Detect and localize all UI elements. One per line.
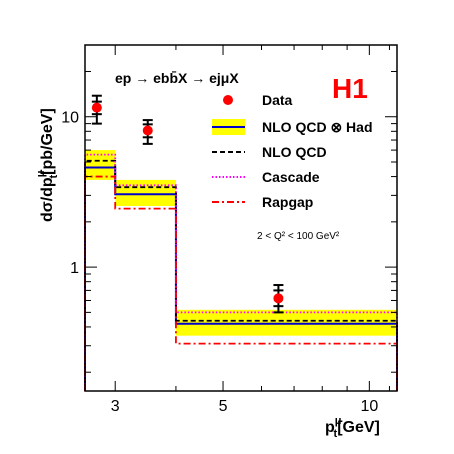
nlo-had-band-bin-1 <box>115 179 176 206</box>
band-layer <box>85 150 397 336</box>
x-axis-title: pμ t[GeV] <box>325 415 380 440</box>
nlo-had-band-bin-2 <box>175 309 397 336</box>
axis-layer: 3 5 10 1 10 <box>61 44 398 415</box>
legend-label-nlo: NLO QCD <box>262 144 327 160</box>
nlo-had-band-bin-0 <box>85 150 116 180</box>
legend-label-rapgap: Rapgap <box>262 194 313 210</box>
legend-label-cascade: Cascade <box>262 169 320 185</box>
legend: Data NLO QCD ⊗ Had NLO QCD Cascade Rapgap <box>212 92 373 210</box>
x-axis-title-sub: t <box>334 428 338 440</box>
x-tick-label-3: 3 <box>111 398 120 415</box>
legend-label-nlo_had: NLO QCD ⊗ Had <box>262 119 373 135</box>
y-axis-title-sub: t <box>48 175 60 179</box>
plot-frame <box>84 44 398 392</box>
series-line-nlo_had <box>84 166 398 391</box>
data-point-2 <box>273 293 284 304</box>
line-layer <box>84 153 398 391</box>
cut-label: 2 < Q² < 100 GeV² <box>257 231 340 242</box>
legend-marker-data <box>223 95 233 105</box>
x-axis-title-sup: μ <box>335 415 342 427</box>
y-axis-title-unit: [pb/GeV] <box>39 108 56 175</box>
legend-label-data: Data <box>262 92 293 108</box>
x-axis-title-unit: [GeV] <box>337 419 380 436</box>
y-axis-title: dσ/dpμt[pb/GeV] <box>35 108 60 222</box>
x-tick-label-10: 10 <box>360 398 378 415</box>
y-tick-label-10: 10 <box>61 110 79 127</box>
data-point-0 <box>91 102 102 113</box>
y-axis-title-base: dσ/dp <box>39 177 56 222</box>
series-line-nlo <box>84 159 398 391</box>
series-line-rapgap <box>84 175 398 391</box>
point-layer <box>91 94 284 314</box>
x-tick-label-5: 5 <box>219 398 228 415</box>
series-line-cascade <box>84 153 398 391</box>
process-label: ep → ebb̄X → ejμX <box>115 69 239 86</box>
data-point-1 <box>142 125 153 136</box>
x-axis-title-base: p <box>325 419 335 436</box>
experiment-label: H1 <box>332 73 368 104</box>
y-tick-label-1: 1 <box>70 260 79 277</box>
y-axis-title-sup: μ <box>35 171 47 178</box>
